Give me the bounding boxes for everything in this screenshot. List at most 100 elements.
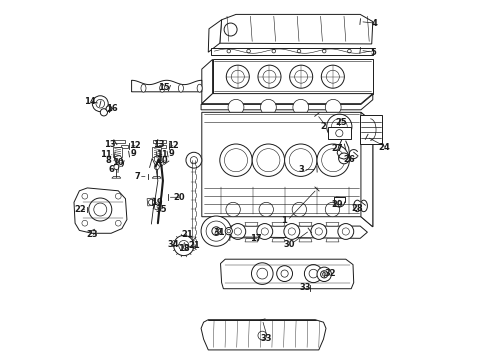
Circle shape bbox=[320, 271, 328, 278]
Text: 34: 34 bbox=[168, 240, 179, 248]
Circle shape bbox=[304, 265, 322, 283]
Ellipse shape bbox=[141, 84, 146, 92]
Text: 12: 12 bbox=[167, 141, 179, 150]
Circle shape bbox=[226, 65, 249, 88]
Polygon shape bbox=[245, 222, 258, 226]
Circle shape bbox=[118, 161, 123, 166]
Polygon shape bbox=[132, 80, 202, 92]
Polygon shape bbox=[202, 94, 373, 104]
Polygon shape bbox=[211, 48, 373, 55]
Circle shape bbox=[179, 240, 189, 251]
Text: 10: 10 bbox=[113, 158, 124, 167]
Polygon shape bbox=[272, 222, 285, 226]
Circle shape bbox=[259, 202, 273, 217]
Circle shape bbox=[186, 152, 202, 168]
Polygon shape bbox=[113, 140, 125, 143]
Circle shape bbox=[327, 114, 352, 139]
Polygon shape bbox=[147, 198, 155, 206]
Text: 28: 28 bbox=[351, 204, 363, 212]
Text: 3: 3 bbox=[298, 166, 304, 175]
Text: 5: 5 bbox=[370, 48, 376, 57]
Circle shape bbox=[251, 263, 273, 284]
Text: 33: 33 bbox=[300, 284, 311, 292]
Circle shape bbox=[258, 65, 281, 88]
Circle shape bbox=[212, 227, 220, 235]
Circle shape bbox=[89, 198, 112, 221]
Polygon shape bbox=[220, 259, 354, 289]
Circle shape bbox=[281, 270, 288, 277]
Circle shape bbox=[325, 99, 341, 115]
Circle shape bbox=[263, 70, 276, 83]
Text: 1: 1 bbox=[281, 216, 287, 225]
Polygon shape bbox=[153, 140, 166, 143]
Circle shape bbox=[157, 161, 163, 166]
Polygon shape bbox=[272, 238, 285, 242]
Ellipse shape bbox=[160, 84, 165, 92]
Circle shape bbox=[100, 109, 107, 116]
Circle shape bbox=[272, 49, 275, 53]
Text: 23: 23 bbox=[86, 230, 98, 239]
Circle shape bbox=[315, 228, 322, 235]
Circle shape bbox=[336, 130, 343, 137]
Text: 7: 7 bbox=[134, 172, 140, 181]
Circle shape bbox=[294, 70, 308, 83]
Circle shape bbox=[293, 99, 309, 115]
Polygon shape bbox=[361, 112, 373, 227]
Circle shape bbox=[92, 96, 108, 112]
Circle shape bbox=[234, 228, 242, 235]
Circle shape bbox=[317, 144, 349, 176]
Text: 6: 6 bbox=[109, 165, 115, 174]
Text: 16: 16 bbox=[106, 104, 118, 113]
Circle shape bbox=[257, 224, 273, 239]
Polygon shape bbox=[152, 176, 161, 178]
Circle shape bbox=[227, 229, 231, 233]
Ellipse shape bbox=[197, 84, 202, 92]
Text: 32: 32 bbox=[325, 269, 337, 278]
Polygon shape bbox=[201, 94, 373, 110]
Text: 31: 31 bbox=[213, 228, 225, 237]
Circle shape bbox=[252, 144, 285, 176]
Text: 13: 13 bbox=[104, 140, 116, 149]
Polygon shape bbox=[225, 226, 368, 238]
Circle shape bbox=[116, 220, 121, 226]
Text: 20: 20 bbox=[173, 193, 185, 202]
Polygon shape bbox=[74, 188, 127, 233]
Text: 4: 4 bbox=[371, 19, 377, 28]
Polygon shape bbox=[220, 14, 373, 44]
Text: 29: 29 bbox=[331, 200, 343, 209]
Text: 15: 15 bbox=[158, 83, 170, 92]
Circle shape bbox=[257, 149, 280, 172]
Polygon shape bbox=[202, 112, 373, 227]
Circle shape bbox=[288, 228, 295, 235]
Text: 11: 11 bbox=[100, 150, 112, 159]
Circle shape bbox=[321, 65, 344, 88]
Text: 9: 9 bbox=[169, 149, 174, 158]
Polygon shape bbox=[299, 222, 312, 226]
Circle shape bbox=[224, 149, 247, 172]
Circle shape bbox=[227, 49, 231, 53]
Circle shape bbox=[342, 228, 349, 235]
Circle shape bbox=[114, 165, 119, 170]
Text: 10: 10 bbox=[156, 156, 168, 165]
Polygon shape bbox=[154, 203, 162, 210]
Circle shape bbox=[247, 49, 250, 53]
Circle shape bbox=[261, 228, 269, 235]
Circle shape bbox=[331, 119, 347, 135]
Polygon shape bbox=[152, 147, 162, 157]
Circle shape bbox=[148, 199, 154, 205]
Circle shape bbox=[228, 99, 244, 115]
Circle shape bbox=[174, 235, 194, 256]
Circle shape bbox=[317, 267, 331, 282]
Circle shape bbox=[284, 224, 300, 239]
Circle shape bbox=[82, 193, 88, 199]
Text: 19: 19 bbox=[151, 198, 163, 207]
Circle shape bbox=[190, 157, 197, 164]
Text: 24: 24 bbox=[379, 143, 391, 152]
Text: 35: 35 bbox=[156, 205, 167, 214]
Circle shape bbox=[309, 269, 318, 278]
Text: 21: 21 bbox=[181, 230, 193, 239]
Text: 21: 21 bbox=[189, 241, 200, 250]
Circle shape bbox=[225, 228, 232, 235]
Polygon shape bbox=[208, 20, 221, 52]
Circle shape bbox=[322, 273, 326, 276]
